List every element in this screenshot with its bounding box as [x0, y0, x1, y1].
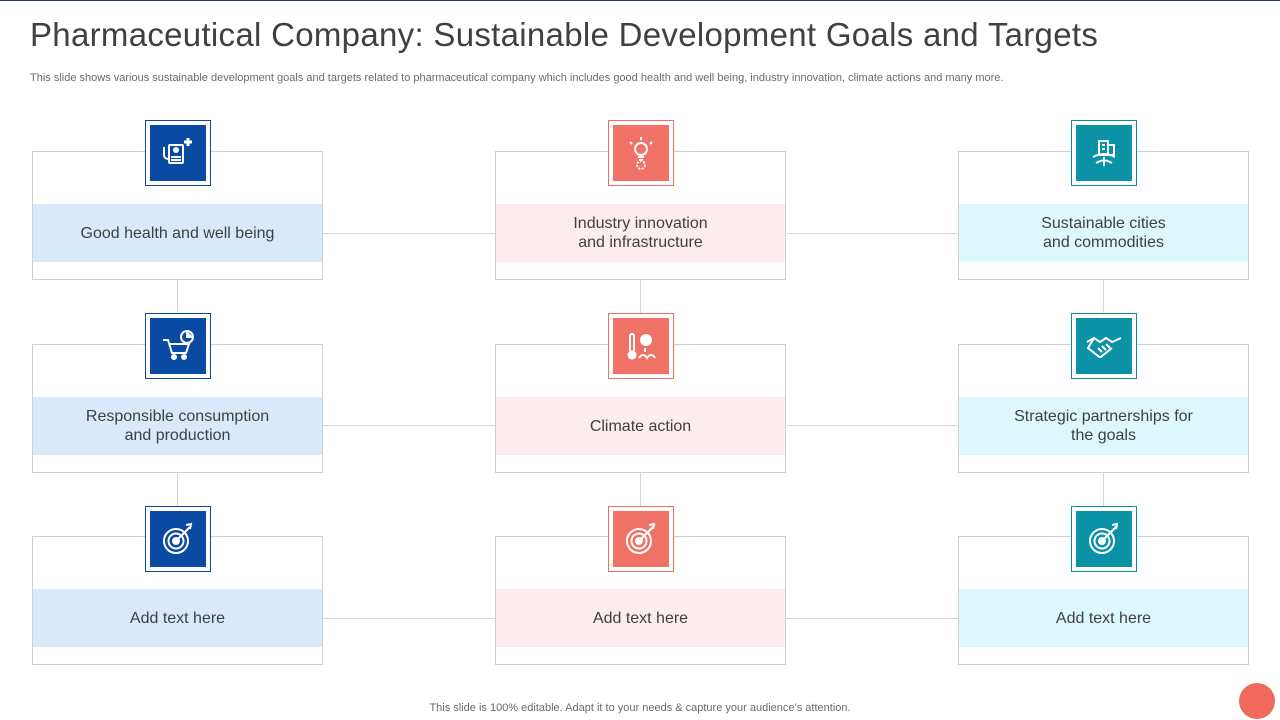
goal-label: Good health and well being: [33, 204, 322, 262]
shopping-cart-chart-icon: [145, 313, 211, 379]
handshake-icon: [1071, 313, 1137, 379]
connector-row1-left: [323, 233, 495, 234]
connector-row2-left: [323, 425, 495, 426]
connector-col1-b: [177, 473, 178, 506]
connector-col1-a: [177, 280, 178, 313]
goal-label: Sustainable cities and commodities: [959, 204, 1248, 262]
goal-label: Climate action: [496, 397, 785, 455]
medical-checkup-icon: [145, 120, 211, 186]
connector-row1-right: [786, 233, 958, 234]
slide-subtitle: This slide shows various sustainable dev…: [30, 72, 1004, 84]
target-arrow-icon: [1071, 506, 1137, 572]
connector-col3-a: [1103, 280, 1104, 313]
goal-card-strategic-partnerships: Strategic partnerships for the goals: [958, 344, 1249, 473]
city-building-icon: [1071, 120, 1137, 186]
connector-col2-b: [640, 473, 641, 506]
slide-footer: This slide is 100% editable. Adapt it to…: [429, 702, 851, 714]
top-rule: [0, 0, 1280, 4]
connector-row2-right: [786, 425, 958, 426]
goal-label: Add text here: [959, 589, 1248, 647]
goal-label: Strategic partnerships for the goals: [959, 397, 1248, 455]
goal-label: Add text here: [33, 589, 322, 647]
climate-thermometer-icon: [608, 313, 674, 379]
target-arrow-icon: [145, 506, 211, 572]
target-arrow-icon: [608, 506, 674, 572]
goal-label: Industry innovation and infrastructure: [496, 204, 785, 262]
connector-col2-a: [640, 280, 641, 313]
innovation-gear-bulb-icon: [608, 120, 674, 186]
connector-row3-left: [323, 618, 495, 619]
goal-label: Responsible consumption and production: [33, 397, 322, 455]
connector-col3-b: [1103, 473, 1104, 506]
corner-dot: [1239, 683, 1275, 719]
goal-label: Add text here: [496, 589, 785, 647]
connector-row3-right: [786, 618, 958, 619]
slide-title: Pharmaceutical Company: Sustainable Deve…: [30, 16, 1099, 53]
goal-card-responsible-consumption: Responsible consumption and production: [32, 344, 323, 473]
